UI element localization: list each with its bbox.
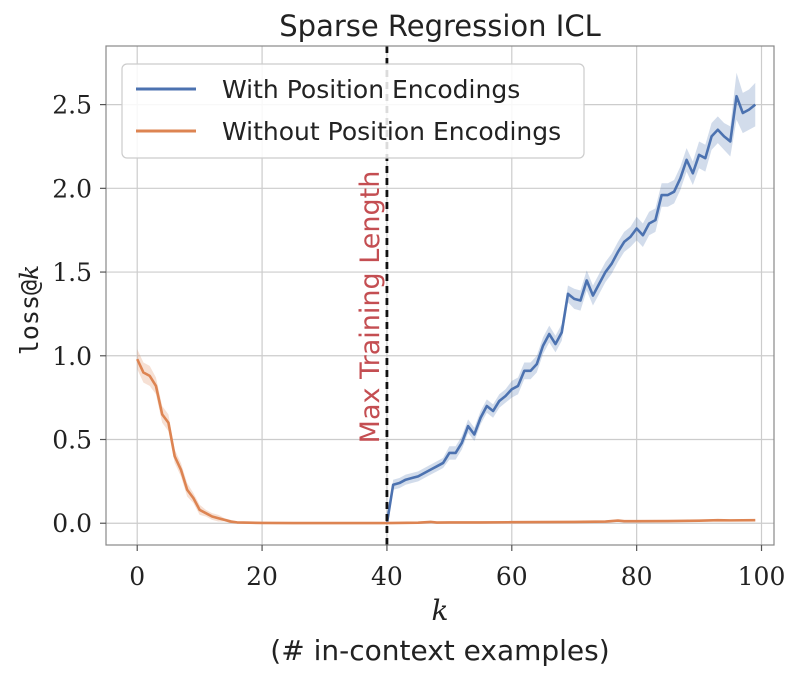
series-lines: [136, 94, 757, 525]
y-tick-label: 0.5: [52, 426, 92, 455]
y-axis-label: loss@k: [15, 265, 44, 355]
x-tick-label: 0: [129, 562, 145, 591]
x-tick-label: 40: [371, 562, 403, 591]
y-tick-label: 0.0: [52, 509, 92, 538]
max-training-length-label: Max Training Length: [355, 171, 386, 444]
y-tick-label: 2.0: [52, 174, 92, 203]
axis-ticks: 0 20 40 60 80 100 0.0 0.5 1.0 1.5 2.0 2.5: [52, 91, 785, 591]
ci-band-series-0: [386, 72, 756, 524]
y-axis-label-italic: k: [15, 265, 44, 280]
series-line-1: [136, 358, 756, 525]
y-tick-label: 1.5: [52, 258, 92, 287]
y-tick-label: 1.0: [52, 342, 92, 371]
legend-label-with-pe: With Position Encodings: [222, 75, 520, 104]
y-tick-label: 2.5: [52, 91, 92, 120]
y-axis-label-mono: loss@: [15, 280, 44, 355]
legend-label-without-pe: Without Position Encodings: [222, 117, 561, 146]
legend-box: [121, 63, 585, 159]
chart-title: Sparse Regression ICL: [279, 9, 600, 43]
x-tick-label: 80: [621, 562, 653, 591]
max-training-length-marker: Max Training Length: [355, 46, 389, 545]
x-axis-sublabel: (# in-context examples): [270, 634, 609, 667]
series-line-0: [385, 94, 757, 524]
plot-frame: [105, 45, 775, 546]
x-axis-label: k: [432, 594, 449, 627]
x-tick-label: 100: [738, 562, 786, 591]
x-tick-label: 20: [246, 562, 278, 591]
x-tick-label: 60: [496, 562, 528, 591]
legend: With Position Encodings Without Position…: [121, 63, 585, 159]
